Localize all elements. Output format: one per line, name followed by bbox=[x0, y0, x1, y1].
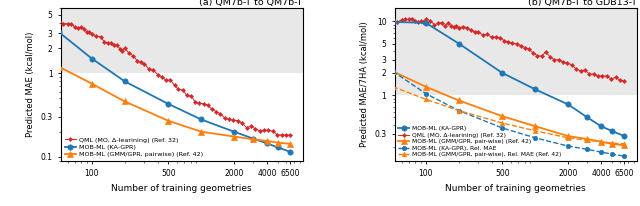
QML (MO, Δ-learining) (Ref. 32) bbox=[408, 17, 416, 20]
MOB-ML (GMM/GPR, pair-wise) (Ref. 42) bbox=[620, 144, 628, 146]
MOB-ML (GMM/GPR, pair-wise), Rel. MAE (Ref. 42) bbox=[422, 98, 429, 101]
MOB-ML (KA-GPR), Rel. MAE bbox=[608, 153, 616, 155]
MOB-ML (KA-GPR) bbox=[584, 116, 591, 119]
MOB-ML (GMM/GPR, pair-wise) (Ref. 42) bbox=[389, 70, 397, 73]
MOB-ML (KA-GPR), Rel. MAE bbox=[455, 109, 463, 112]
QML (MO, Δ-learining) (Ref. 32) bbox=[191, 101, 199, 103]
MOB-ML (KA-GPR), Rel. MAE bbox=[531, 137, 539, 139]
Line: MOB-ML (GMM/GPR, pair-wise), Rel. MAE (Ref. 42): MOB-ML (GMM/GPR, pair-wise), Rel. MAE (R… bbox=[390, 84, 627, 146]
Line: QML (MO, Δ-learining) (Ref. 32): QML (MO, Δ-learining) (Ref. 32) bbox=[58, 20, 292, 137]
MOB-ML (GMM/GPR, pair-wise), Rel. MAE (Ref. 42) bbox=[564, 137, 572, 139]
Line: MOB-ML (KA-GPR): MOB-ML (KA-GPR) bbox=[56, 30, 292, 154]
MOB-ML (GMM/GPR, pairwise) (Ref. 42) bbox=[230, 135, 238, 138]
Line: QML (MO, Δ-learining) (Ref. 32): QML (MO, Δ-learining) (Ref. 32) bbox=[392, 17, 625, 83]
Line: MOB-ML (KA-GPR), Rel. MAE: MOB-ML (KA-GPR), Rel. MAE bbox=[390, 69, 627, 158]
QML (MO, Δ-learining) (Ref. 32) bbox=[389, 18, 397, 21]
Legend: MOB-ML (KA-GPR), QML (MO, Δ-learining) (Ref. 32), MOB-ML (GMM/GPR, pair-wise) (R: MOB-ML (KA-GPR), QML (MO, Δ-learining) (… bbox=[398, 125, 561, 158]
MOB-ML (KA-GPR), Rel. MAE bbox=[499, 127, 506, 129]
MOB-ML (KA-GPR) bbox=[455, 42, 463, 45]
MOB-ML (GMM/GPR, pair-wise) (Ref. 42) bbox=[531, 125, 539, 128]
QML (MO, Δ-learining) (Ref. 32) bbox=[55, 20, 63, 23]
MOB-ML (KA-GPR) bbox=[531, 88, 539, 91]
QML (MO, Δ-learining) (Ref. 32) bbox=[450, 26, 458, 28]
MOB-ML (GMM/GPR, pair-wise), Rel. MAE (Ref. 42) bbox=[499, 122, 506, 124]
QML (MO, Δ-learining) (Ref. 32) bbox=[118, 49, 126, 52]
MOB-ML (GMM/GPR, pair-wise), Rel. MAE (Ref. 42) bbox=[455, 109, 463, 112]
Y-axis label: Predicted MAE (kcal/mol): Predicted MAE (kcal/mol) bbox=[26, 32, 35, 137]
MOB-ML (KA-GPR) bbox=[164, 103, 172, 105]
MOB-ML (GMM/GPR, pairwise) (Ref. 42) bbox=[121, 100, 129, 103]
Text: (b) QM7b-T to GDB13-T: (b) QM7b-T to GDB13-T bbox=[528, 0, 637, 7]
MOB-ML (GMM/GPR, pair-wise) (Ref. 42) bbox=[422, 85, 429, 88]
MOB-ML (GMM/GPR, pair-wise) (Ref. 42) bbox=[455, 99, 463, 102]
MOB-ML (GMM/GPR, pairwise) (Ref. 42) bbox=[250, 138, 257, 140]
MOB-ML (KA-GPR) bbox=[274, 146, 282, 149]
Legend: QML (MO, Δ-learining) (Ref. 32), MOB-ML (KA-GPR), MOB-ML (GMM/GPR, pairwise) (Re: QML (MO, Δ-learining) (Ref. 32), MOB-ML … bbox=[64, 137, 204, 157]
MOB-ML (KA-GPR) bbox=[564, 103, 572, 106]
MOB-ML (GMM/GPR, pair-wise), Rel. MAE (Ref. 42) bbox=[597, 140, 605, 143]
MOB-ML (GMM/GPR, pairwise) (Ref. 42) bbox=[55, 66, 63, 68]
MOB-ML (KA-GPR) bbox=[608, 130, 616, 132]
X-axis label: Number of training geometries: Number of training geometries bbox=[111, 184, 252, 193]
QML (MO, Δ-learining) (Ref. 32) bbox=[460, 25, 467, 28]
Line: MOB-ML (GMM/GPR, pairwise) (Ref. 42): MOB-ML (GMM/GPR, pairwise) (Ref. 42) bbox=[56, 64, 292, 146]
QML (MO, Δ-learining) (Ref. 32) bbox=[455, 27, 463, 29]
MOB-ML (GMM/GPR, pairwise) (Ref. 42) bbox=[197, 130, 205, 133]
QML (MO, Δ-learining) (Ref. 32) bbox=[113, 44, 121, 46]
MOB-ML (GMM/GPR, pair-wise), Rel. MAE (Ref. 42) bbox=[389, 85, 397, 88]
QML (MO, Δ-learining) (Ref. 32) bbox=[286, 134, 294, 136]
MOB-ML (KA-GPR), Rel. MAE bbox=[597, 151, 605, 153]
MOB-ML (KA-GPR) bbox=[88, 57, 96, 60]
QML (MO, Δ-learining) (Ref. 32) bbox=[426, 19, 434, 22]
MOB-ML (KA-GPR), Rel. MAE bbox=[584, 148, 591, 151]
MOB-ML (GMM/GPR, pair-wise), Rel. MAE (Ref. 42) bbox=[531, 130, 539, 132]
MOB-ML (KA-GPR) bbox=[389, 21, 397, 23]
QML (MO, Δ-learining) (Ref. 32) bbox=[121, 47, 129, 49]
X-axis label: Number of training geometries: Number of training geometries bbox=[445, 184, 586, 193]
MOB-ML (GMM/GPR, pair-wise) (Ref. 42) bbox=[564, 135, 572, 137]
Text: (a) QM7b-T to QM7b-T: (a) QM7b-T to QM7b-T bbox=[200, 0, 303, 7]
QML (MO, Δ-learining) (Ref. 32) bbox=[529, 52, 537, 54]
MOB-ML (GMM/GPR, pair-wise), Rel. MAE (Ref. 42) bbox=[608, 142, 616, 144]
MOB-ML (KA-GPR) bbox=[499, 72, 506, 74]
MOB-ML (KA-GPR), Rel. MAE bbox=[564, 145, 572, 147]
MOB-ML (GMM/GPR, pair-wise), Rel. MAE (Ref. 42) bbox=[620, 143, 628, 145]
Line: MOB-ML (KA-GPR): MOB-ML (KA-GPR) bbox=[390, 19, 627, 139]
MOB-ML (GMM/GPR, pairwise) (Ref. 42) bbox=[274, 141, 282, 144]
MOB-ML (KA-GPR) bbox=[121, 80, 129, 83]
MOB-ML (KA-GPR) bbox=[620, 135, 628, 137]
QML (MO, Δ-learining) (Ref. 32) bbox=[444, 22, 452, 24]
MOB-ML (GMM/GPR, pairwise) (Ref. 42) bbox=[263, 140, 271, 142]
MOB-ML (KA-GPR) bbox=[55, 31, 63, 33]
QML (MO, Δ-learining) (Ref. 32) bbox=[88, 33, 96, 35]
MOB-ML (KA-GPR) bbox=[250, 137, 257, 140]
MOB-ML (KA-GPR) bbox=[263, 142, 271, 145]
MOB-ML (KA-GPR) bbox=[286, 151, 294, 153]
MOB-ML (GMM/GPR, pair-wise), Rel. MAE (Ref. 42) bbox=[584, 139, 591, 142]
MOB-ML (GMM/GPR, pair-wise) (Ref. 42) bbox=[584, 138, 591, 140]
Y-axis label: Predicted MAE/7HA (kcal/mol): Predicted MAE/7HA (kcal/mol) bbox=[360, 22, 369, 147]
MOB-ML (KA-GPR) bbox=[197, 118, 205, 121]
MOB-ML (KA-GPR), Rel. MAE bbox=[620, 155, 628, 157]
MOB-ML (GMM/GPR, pairwise) (Ref. 42) bbox=[286, 143, 294, 145]
QML (MO, Δ-learining) (Ref. 32) bbox=[108, 42, 115, 44]
MOB-ML (KA-GPR) bbox=[230, 130, 238, 133]
MOB-ML (GMM/GPR, pairwise) (Ref. 42) bbox=[88, 82, 96, 85]
QML (MO, Δ-learining) (Ref. 32) bbox=[620, 80, 628, 82]
MOB-ML (KA-GPR), Rel. MAE bbox=[389, 70, 397, 73]
MOB-ML (KA-GPR) bbox=[597, 125, 605, 128]
MOB-ML (GMM/GPR, pairwise) (Ref. 42) bbox=[164, 119, 172, 122]
Line: MOB-ML (GMM/GPR, pair-wise) (Ref. 42): MOB-ML (GMM/GPR, pair-wise) (Ref. 42) bbox=[390, 69, 627, 148]
MOB-ML (GMM/GPR, pair-wise) (Ref. 42) bbox=[597, 140, 605, 143]
Bar bbox=[61, 73, 303, 161]
MOB-ML (KA-GPR), Rel. MAE bbox=[422, 92, 429, 95]
MOB-ML (GMM/GPR, pair-wise) (Ref. 42) bbox=[499, 115, 506, 117]
Bar bbox=[395, 95, 637, 161]
MOB-ML (GMM/GPR, pair-wise) (Ref. 42) bbox=[608, 143, 616, 145]
MOB-ML (KA-GPR) bbox=[422, 22, 429, 24]
